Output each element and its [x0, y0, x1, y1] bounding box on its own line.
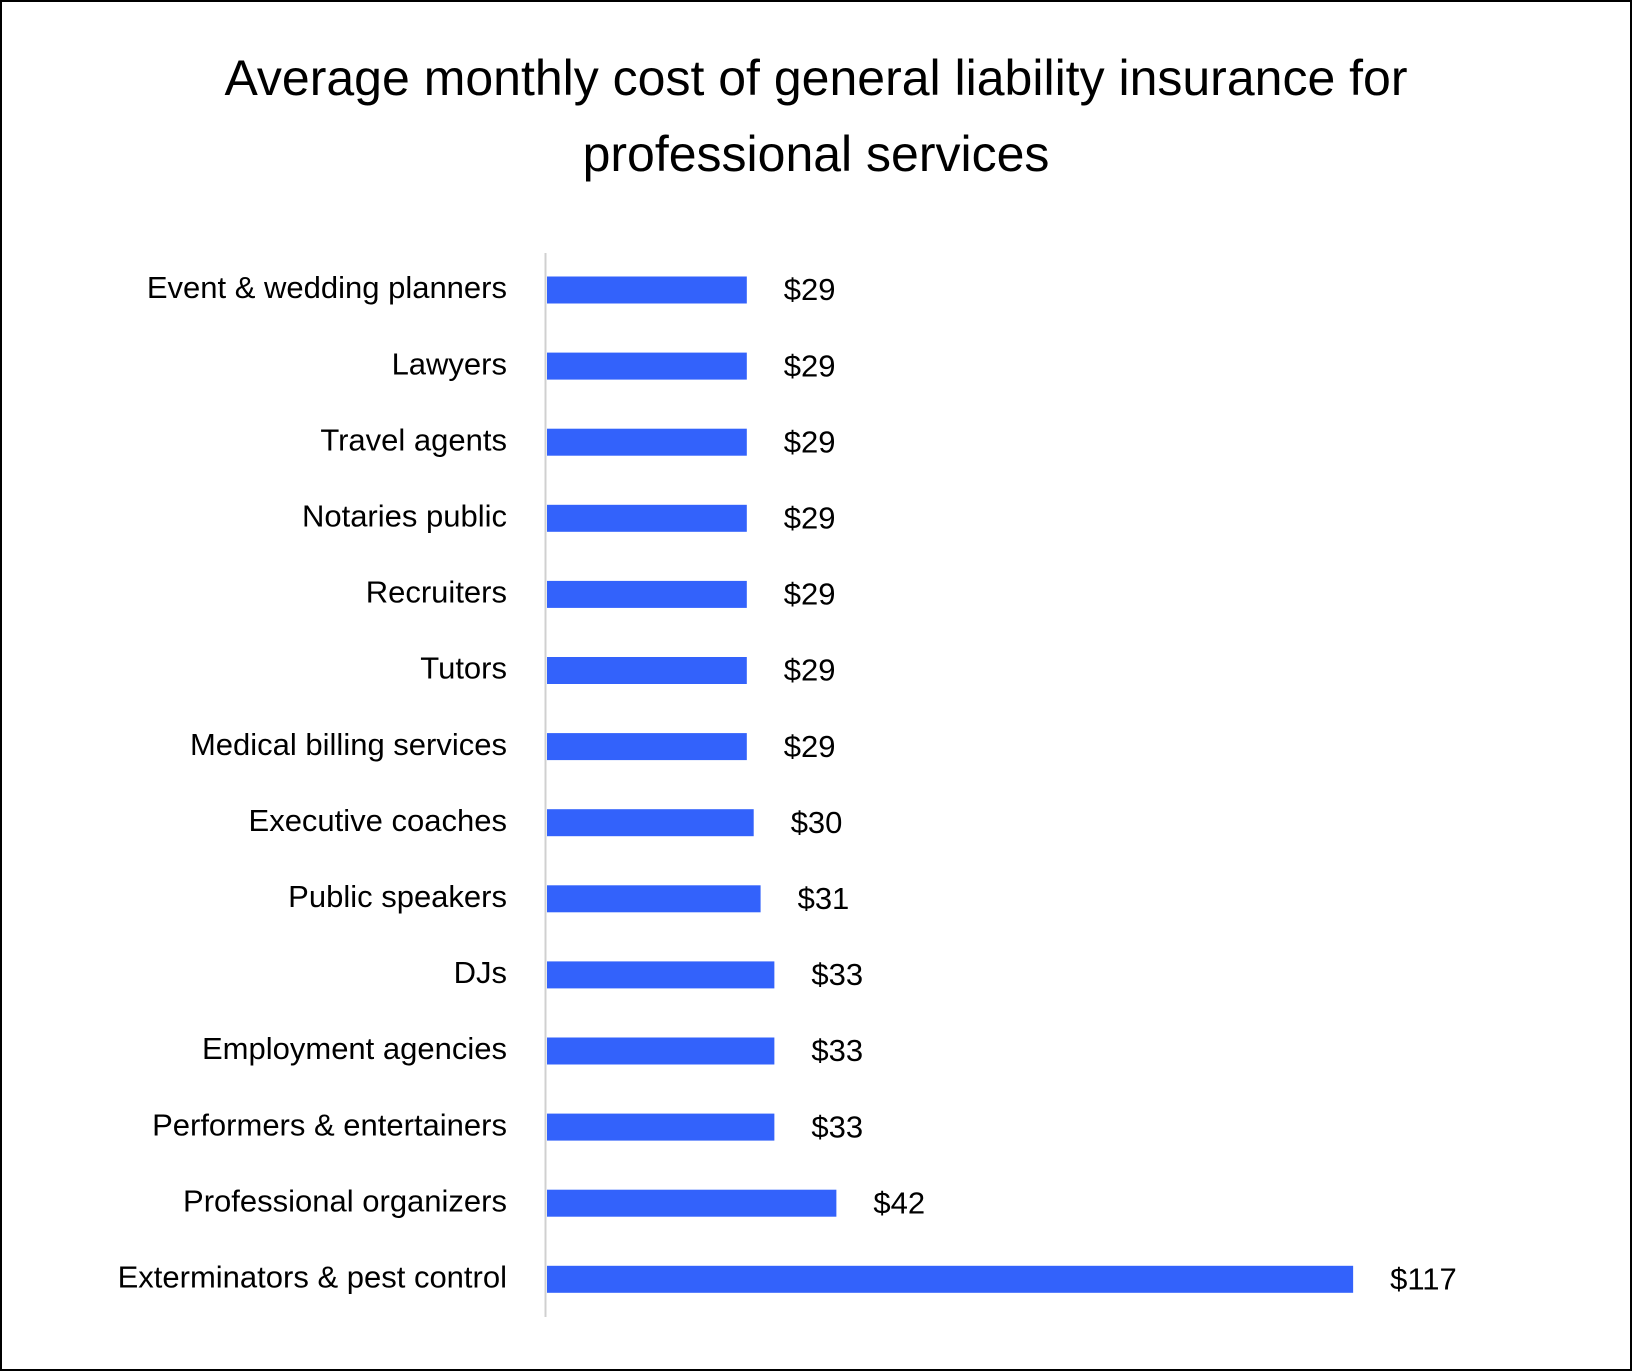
y-tick-label: Notaries public [302, 498, 507, 533]
data-label: $29 [784, 424, 836, 459]
bar [547, 276, 747, 304]
data-label: $33 [811, 957, 863, 992]
bar [547, 1189, 837, 1217]
y-tick-label: Performers & entertainers [152, 1107, 507, 1142]
data-label: $29 [784, 577, 836, 612]
data-label: $29 [784, 729, 836, 764]
data-label: $33 [811, 1033, 863, 1068]
data-label: $33 [811, 1109, 863, 1144]
data-label: $29 [784, 272, 836, 307]
y-tick-label: Executive coaches [249, 803, 507, 838]
data-label: $29 [784, 500, 836, 535]
bar [547, 352, 747, 380]
bar [547, 961, 775, 989]
bar [547, 1037, 775, 1065]
bar [547, 885, 761, 913]
y-tick-label: Employment agencies [202, 1031, 507, 1066]
y-tick-label: Recruiters [366, 575, 507, 610]
bar [547, 733, 747, 761]
data-label: $29 [784, 348, 836, 383]
data-label: $117 [1390, 1261, 1457, 1296]
y-tick-label: Medical billing services [190, 727, 507, 762]
y-tick-label: Travel agents [320, 422, 507, 457]
bar [547, 657, 747, 684]
y-tick-label: Exterminators & pest control [118, 1259, 507, 1294]
y-tick-label: Tutors [420, 651, 507, 686]
y-tick-label: Lawyers [392, 346, 507, 381]
y-tick-label: Event & wedding planners [147, 270, 507, 305]
bar [547, 1265, 1354, 1293]
bar [547, 504, 747, 532]
y-tick-label: DJs [454, 955, 507, 990]
chart-title: Average monthly cost of general liabilit… [224, 50, 1408, 182]
bar [547, 1113, 775, 1141]
y-tick-label: Professional organizers [183, 1183, 507, 1218]
bar [547, 809, 754, 837]
y-tick-label: Public speakers [288, 879, 507, 914]
data-label: $30 [791, 805, 843, 840]
bar [547, 580, 747, 608]
data-label: $31 [798, 881, 850, 916]
data-label: $29 [784, 653, 836, 688]
data-label: $42 [873, 1185, 925, 1220]
bar [547, 428, 747, 456]
